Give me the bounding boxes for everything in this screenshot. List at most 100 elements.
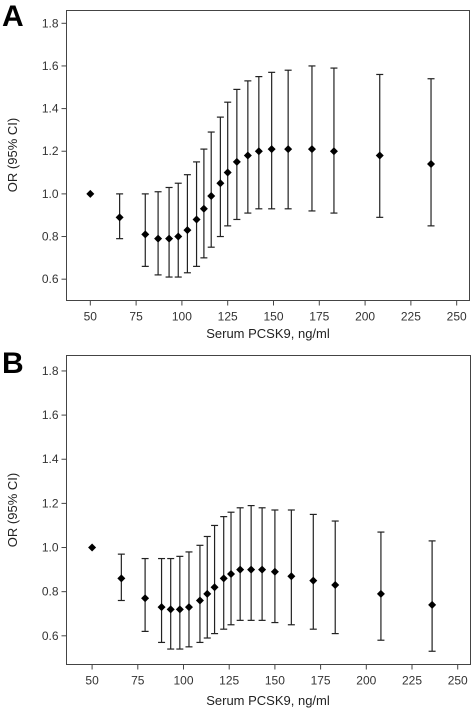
panel-a-y-axis-title: OR (95% CI) (5, 118, 20, 192)
panel-a-data-point (165, 234, 174, 243)
panel-a-data-point (183, 226, 192, 235)
panel-b-data-point (287, 572, 296, 581)
panel-a-error-bar (255, 76, 263, 210)
panel-a-data-point (154, 234, 163, 243)
panel-a-y-tick-label: 1.6 (42, 59, 59, 73)
panel-a-data-point (223, 168, 232, 177)
panel-b: B 50 75 100 125 150 175 200 225 250 0.6 0.8 1.0 1.2… (2, 347, 471, 708)
panel-b-y-tick-label: 0.6 (42, 629, 59, 643)
panel-b-error-bar (247, 504, 255, 621)
panel-a-error-bar (193, 161, 201, 267)
panel-b-error-bar (158, 557, 166, 644)
panel-b-data-point (141, 594, 150, 603)
panel-b-error-bar (309, 513, 317, 630)
panel-b-data-point (195, 596, 204, 605)
panel-b-x-tick-label: 175 (311, 674, 331, 688)
panel-b-data-point (117, 574, 126, 583)
panel-b-x-axis: 50 75 100 125 150 175 200 225 250 (85, 664, 468, 688)
panel-a-y-tick-label: 1.0 (42, 187, 59, 201)
panel-a-x-tick-label: 225 (401, 310, 421, 324)
panel-a-error-bar (284, 69, 292, 210)
panel-b-data-point (219, 574, 228, 583)
panel-b-x-tick-label: 75 (131, 674, 145, 688)
panel-a-data-point (307, 145, 316, 154)
panel-b-x-tick-label: 225 (402, 674, 422, 688)
panel-b-y-tick-label: 1.8 (42, 364, 59, 378)
panel-b-data-point (88, 543, 97, 552)
panel-b-data (88, 504, 437, 652)
panel-a-data-point (254, 147, 263, 156)
panel-a-data-point (375, 151, 384, 160)
panel-b-data-point (236, 565, 245, 574)
panel-b-error-bar (211, 524, 219, 635)
panel-a-error-bar (224, 101, 232, 227)
panel-a-error-bar (233, 88, 241, 221)
panel-b-data-point (376, 589, 385, 598)
panel-b-error-bar (287, 509, 295, 626)
panel-b-error-bar (377, 531, 385, 641)
panel-a-data (86, 65, 436, 278)
panel-b-y-tick-label: 1.0 (42, 541, 59, 555)
panel-b-error-bar (220, 516, 228, 630)
panel-b-error-bar (428, 540, 436, 652)
panel-b-error-bar (258, 507, 266, 621)
panel-b-x-tick-label: 200 (356, 674, 376, 688)
panel-a-data-point (427, 160, 436, 169)
panel-a-x-tick-label: 100 (172, 310, 192, 324)
panel-a-y-tick-label: 1.4 (42, 102, 59, 116)
panel-a-error-bar (308, 65, 316, 212)
panel-a-error-bar (200, 148, 208, 259)
panel-a-label: A (2, 0, 24, 33)
panel-a-x-axis-title: Serum PCSK9, ng/ml (206, 326, 330, 341)
panel-b-y-axis: 0.6 0.8 1.0 1.2 1.4 1.6 1.8 (42, 364, 67, 643)
panel-a-x-tick-label: 250 (447, 310, 467, 324)
panel-b-data-point (309, 576, 318, 585)
panel-b-x-tick-label: 50 (85, 674, 99, 688)
panel-b-y-tick-label: 1.2 (42, 496, 59, 510)
panel-b-data-point (227, 570, 236, 579)
panel-b-error-bar (196, 544, 204, 644)
panel-b-data-point (175, 605, 184, 614)
panel-b-data-point (247, 565, 256, 574)
panel-a-y-tick-label: 0.6 (42, 272, 59, 286)
panel-a-error-bar (330, 67, 338, 214)
panel-a-x-tick-label: 200 (355, 310, 375, 324)
panel-b-x-tick-label: 250 (448, 674, 468, 688)
panel-b-data-point (203, 589, 212, 598)
panel-a-data-point (243, 151, 252, 160)
panel-a-data-point (329, 147, 338, 156)
panel-a-error-bar (376, 73, 384, 218)
panel-b-x-axis-title: Serum PCSK9, ng/ml (206, 693, 330, 708)
panel-a-error-bar (427, 78, 435, 227)
panel-a-data-point (199, 204, 208, 213)
panel-a-y-tick-label: 1.8 (42, 16, 59, 30)
panel-a-data-point (174, 232, 183, 241)
panel-a-data-point (232, 157, 241, 166)
panel-a-data-point (267, 145, 276, 154)
panel-b-y-axis-title: OR (95% CI) (5, 473, 20, 547)
panel-b-x-tick-label: 100 (173, 674, 193, 688)
panel-b-data-point (210, 583, 219, 592)
panel-a-data-point (207, 192, 216, 201)
panel-a-error-bar (244, 80, 252, 214)
panel-a-error-bar (216, 116, 224, 238)
panel-a-plot-frame (66, 10, 470, 301)
panel-b-error-bar (236, 507, 244, 621)
panel-b-error-bar (176, 555, 184, 650)
panel-a-error-bar (165, 186, 173, 278)
panel-a-y-tick-label: 1.2 (42, 144, 59, 158)
panel-b-data-point (270, 567, 279, 576)
panel-a-x-tick-label: 175 (309, 310, 329, 324)
panel-b-y-tick-label: 0.8 (42, 585, 59, 599)
panel-b-plot-frame (66, 355, 471, 665)
panel-b-data-point (184, 603, 193, 612)
panel-a-error-bar (141, 193, 149, 267)
panel-b-data-point (258, 565, 267, 574)
panel-a-error-bar (268, 71, 276, 210)
panel-b-error-bar (185, 551, 193, 648)
panel-a-data-point (86, 189, 95, 198)
panel-a-error-bar (207, 131, 215, 248)
panel-b-data-point (166, 605, 175, 614)
panel-a-error-bar (174, 182, 182, 278)
panel-a-x-axis: 50 75 100 125 150 175 200 225 250 (84, 300, 467, 324)
